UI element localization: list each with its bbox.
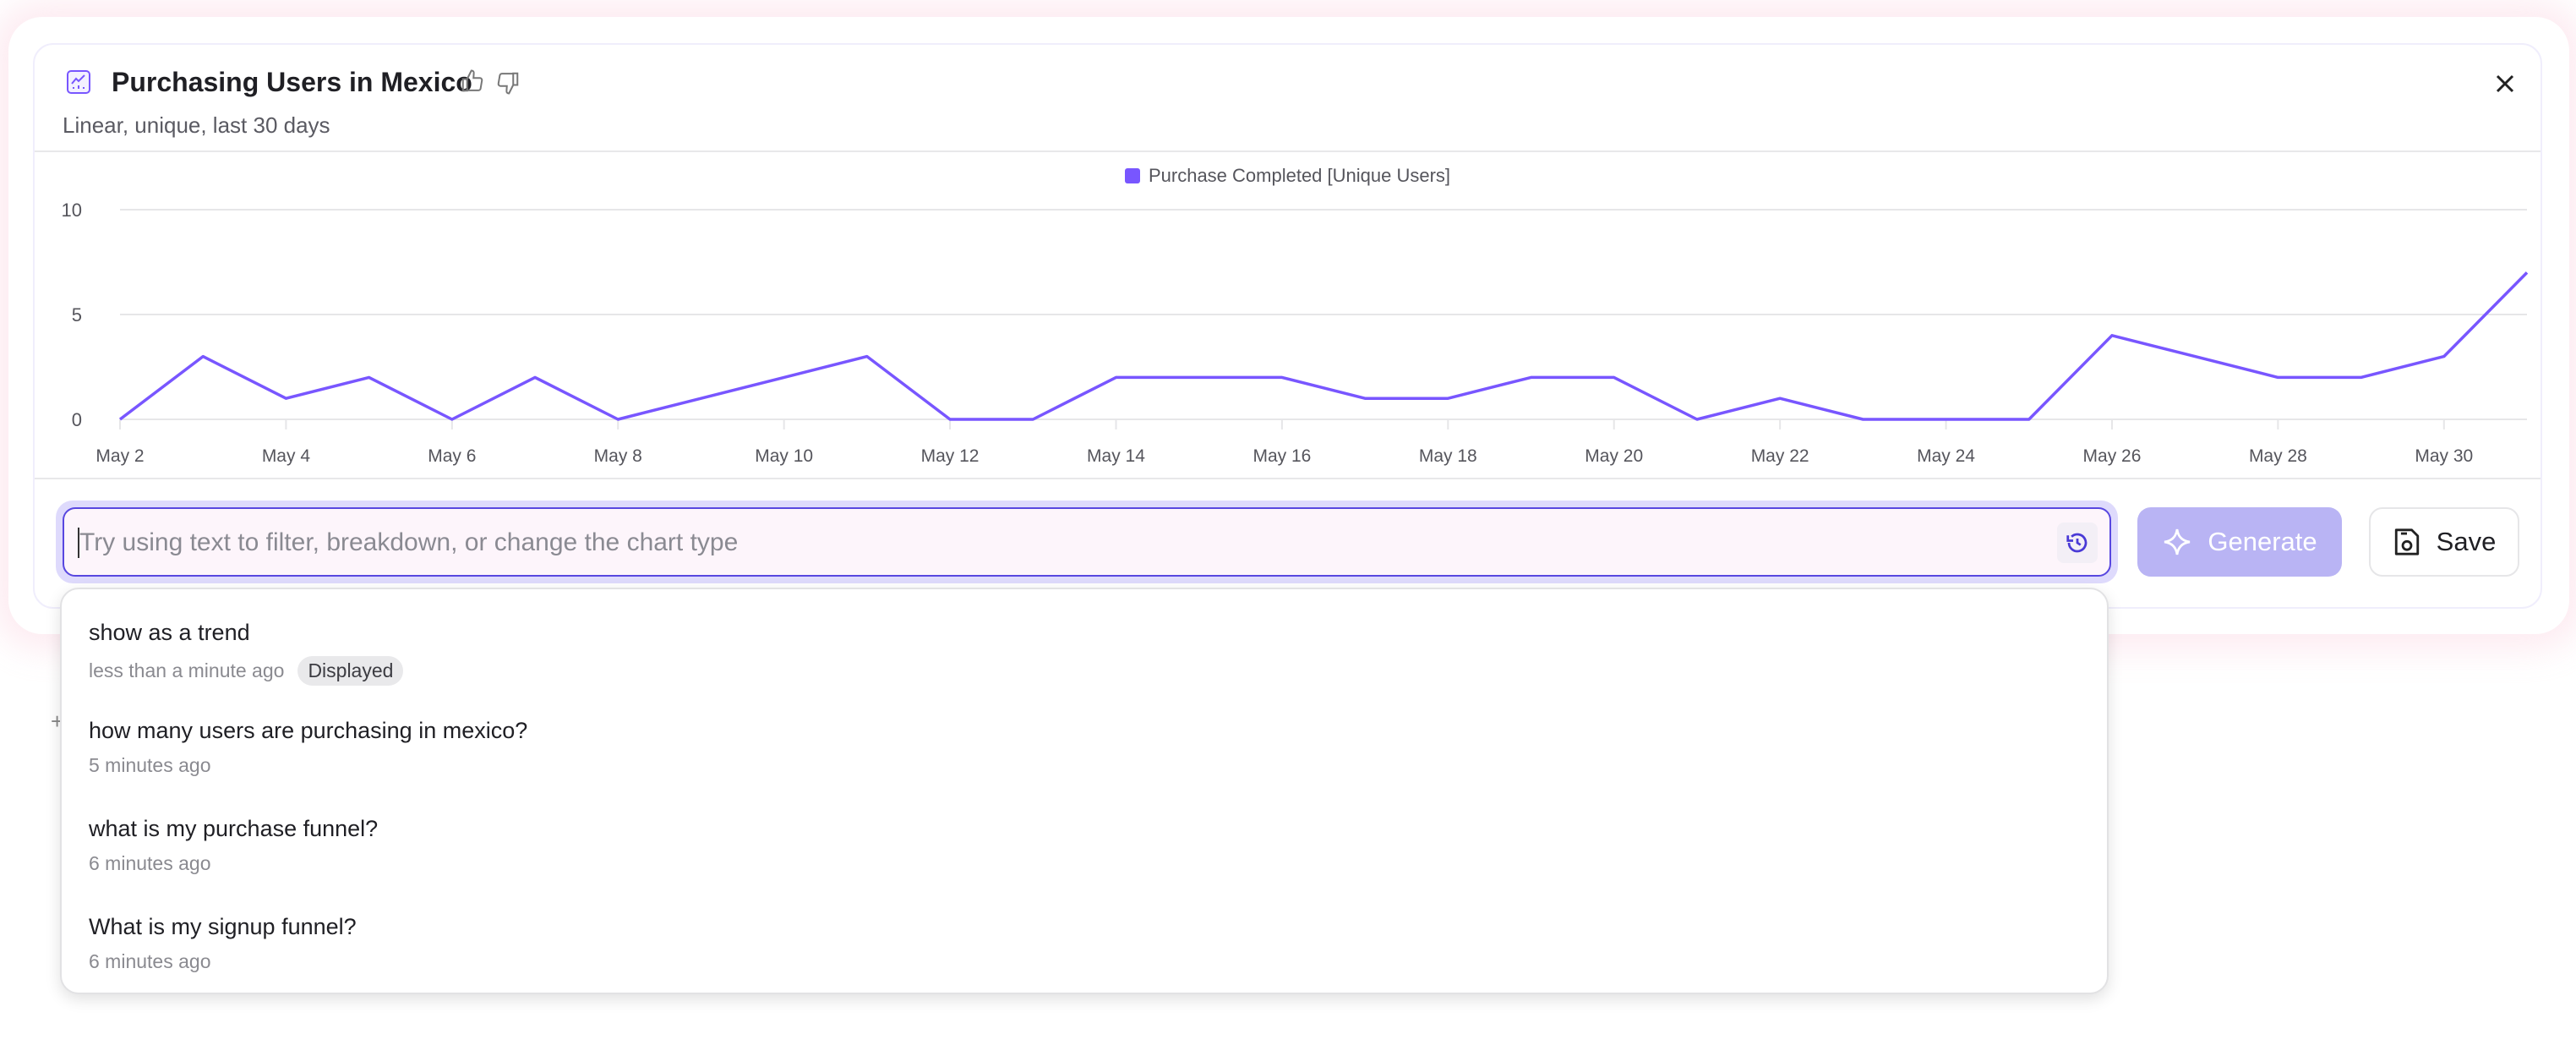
- x-tick-label: May 2: [96, 446, 144, 466]
- history-time: 5 minutes ago: [89, 754, 211, 776]
- chart-legend[interactable]: Purchase Completed [Unique Users]: [35, 165, 2541, 187]
- chart-divider: [35, 478, 2541, 479]
- series-line: [118, 271, 2529, 421]
- save-label: Save: [2436, 527, 2497, 556]
- thumbs-down-icon[interactable]: [495, 69, 521, 101]
- x-tick-label: May 18: [1419, 446, 1477, 466]
- history-time: 6 minutes ago: [89, 852, 211, 874]
- x-tick-label: May 24: [1917, 446, 1975, 466]
- x-tick-label: May 8: [594, 446, 642, 466]
- line-chart: 0 5 10 May 2 May 4 May 6 May 8 May 10 May 12 May …: [62, 200, 2529, 466]
- history-item[interactable]: show as a trend less than a minute ago Di…: [89, 620, 404, 686]
- x-tick-label: May 4: [262, 446, 311, 466]
- displayed-badge: Displayed: [297, 656, 404, 686]
- x-tick-label: May 30: [2415, 446, 2473, 466]
- history-time: less than a minute ago: [89, 659, 285, 681]
- close-icon[interactable]: [2494, 73, 2516, 99]
- history-query: What is my signup funnel?: [89, 914, 357, 939]
- thumbs-up-icon[interactable]: [460, 68, 485, 99]
- x-tick-label: May 10: [755, 446, 813, 466]
- generate-button[interactable]: Generate: [2137, 507, 2342, 577]
- x-tick-label: May 14: [1087, 446, 1145, 466]
- x-tick-label: May 26: [2083, 446, 2142, 466]
- history-item[interactable]: what is my purchase funnel? 6 minutes ag…: [89, 816, 378, 875]
- x-tick-label: May 20: [1585, 446, 1643, 466]
- line-chart-icon: [66, 69, 91, 99]
- y-tick-label: 0: [72, 409, 82, 430]
- legend-swatch: [1124, 168, 1140, 183]
- header-divider: [35, 150, 2541, 152]
- text-caret: [78, 528, 79, 558]
- y-tick-label: 10: [62, 200, 82, 221]
- sparkle-icon: [2164, 528, 2191, 555]
- y-tick-label: 5: [72, 304, 82, 326]
- legend-label: Purchase Completed [Unique Users]: [1148, 165, 1451, 186]
- x-tick-label: May 28: [2249, 446, 2307, 466]
- history-query: show as a trend: [89, 620, 250, 645]
- history-time: 6 minutes ago: [89, 950, 211, 972]
- history-item[interactable]: how many users are purchasing in mexico?…: [89, 718, 527, 777]
- x-tick-label: May 22: [1751, 446, 1809, 466]
- chart-subtitle: Linear, unique, last 30 days: [63, 112, 330, 138]
- history-item[interactable]: What is my signup funnel? 6 minutes ago: [89, 914, 357, 973]
- x-tick-label: May 6: [428, 446, 476, 466]
- x-tick-label: May 16: [1253, 446, 1311, 466]
- x-tick-label: May 12: [921, 446, 980, 466]
- chart-card: Purchasing Users in Mexico Linear, uniqu…: [33, 43, 2542, 609]
- chart-title: Purchasing Users in Mexico: [112, 67, 472, 97]
- prompt-input-wrapper[interactable]: [63, 507, 2111, 577]
- history-query: what is my purchase funnel?: [89, 816, 379, 841]
- save-button[interactable]: Save: [2369, 507, 2519, 577]
- generate-label: Generate: [2208, 527, 2317, 556]
- history-icon[interactable]: [2057, 522, 2098, 563]
- history-dropdown: show as a trend less than a minute ago Di…: [60, 588, 2109, 994]
- history-query: how many users are purchasing in mexico?: [89, 718, 528, 743]
- prompt-input[interactable]: [78, 509, 2025, 577]
- save-icon: [2394, 528, 2419, 555]
